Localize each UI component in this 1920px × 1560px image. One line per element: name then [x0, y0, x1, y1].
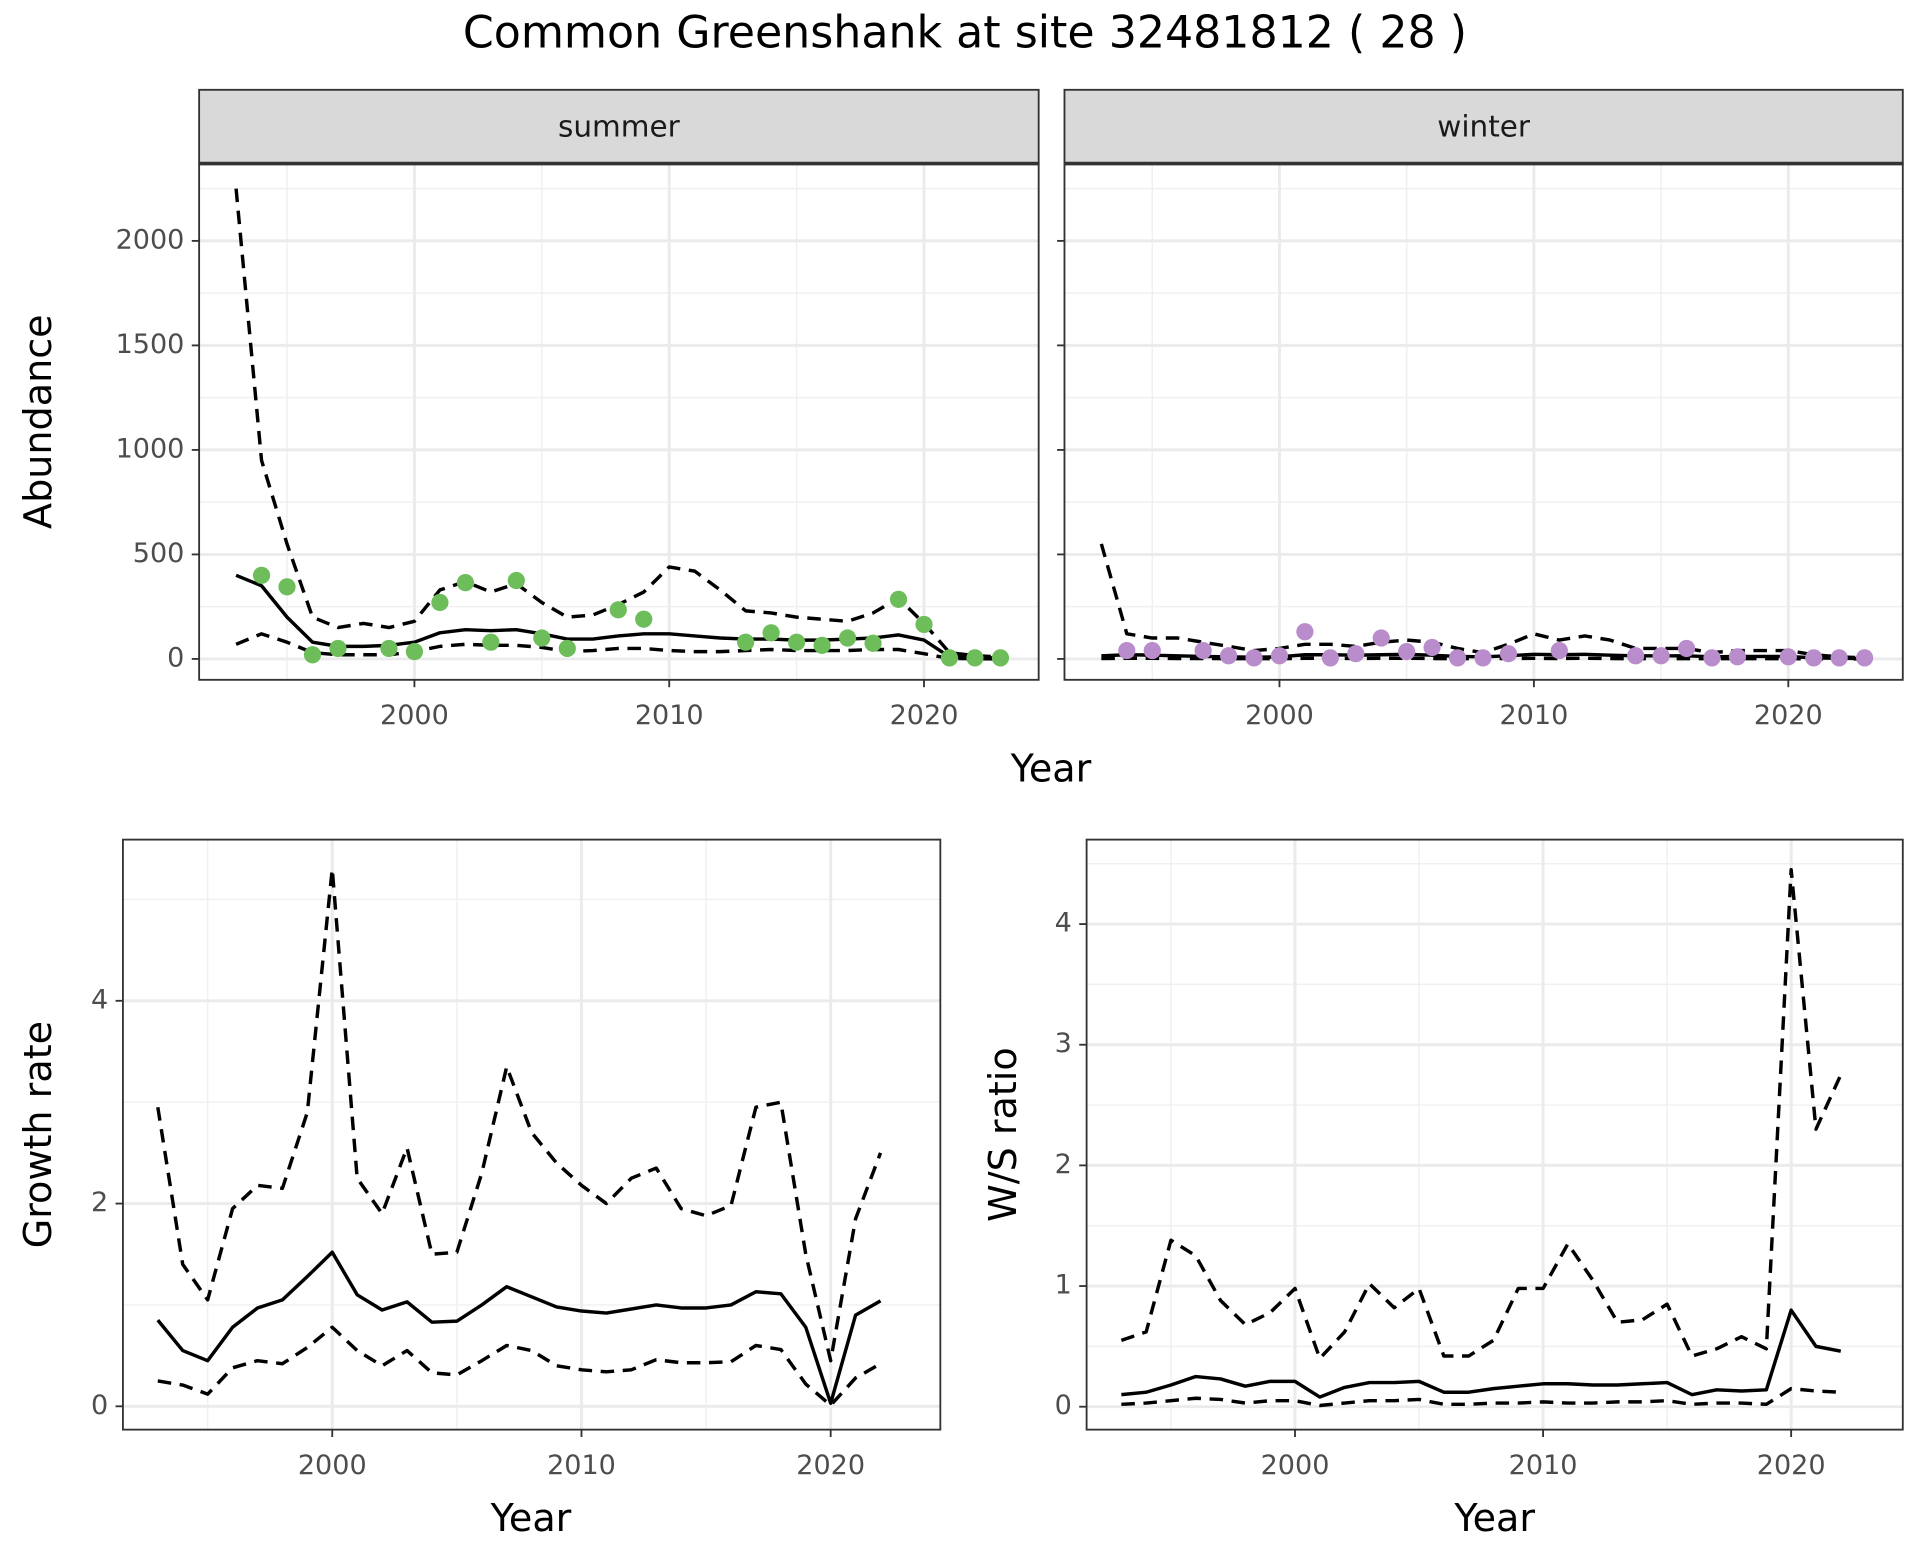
data-point — [380, 639, 398, 658]
y-axis-title: Abundance — [16, 314, 60, 529]
y-tick-label: 0 — [1055, 1390, 1072, 1421]
x-tick-label: 2020 — [796, 1450, 865, 1481]
data-point — [405, 642, 424, 661]
y-tick-label: 2 — [1055, 1149, 1072, 1180]
data-point — [915, 615, 933, 634]
y-tick-label: 1 — [1055, 1270, 1072, 1301]
y-tick-label: 0 — [167, 642, 184, 673]
data-point — [788, 633, 806, 651]
data-point — [1219, 647, 1238, 665]
y-tick-label: 4 — [1055, 908, 1072, 939]
data-point — [1423, 638, 1441, 657]
y-tick-label: 4 — [91, 984, 108, 1015]
data-point — [838, 629, 857, 647]
x-axis-title: Year — [1453, 1496, 1535, 1540]
data-point — [864, 634, 882, 652]
x-tick-label: 2000 — [1245, 700, 1314, 731]
y-tick-label: 500 — [133, 538, 185, 569]
data-point — [1779, 648, 1797, 666]
data-point — [737, 633, 755, 651]
data-point — [533, 629, 551, 647]
data-point — [252, 566, 271, 584]
y-tick-label: 1500 — [116, 329, 185, 360]
interval-line — [1120, 868, 1843, 1361]
interval-line — [1121, 1386, 1841, 1408]
figure-title: Common Greenshank at site 32481812 ( 28 … — [463, 8, 1467, 59]
data-point — [278, 578, 296, 596]
data-point — [1448, 649, 1467, 667]
y-axis-title: Growth rate — [16, 1021, 60, 1248]
x-tick-label: 2010 — [1509, 1450, 1578, 1481]
panel-border — [1085, 838, 1904, 1431]
data-point — [991, 649, 1010, 667]
data-point — [1118, 641, 1136, 660]
x-tick-label: 2010 — [635, 700, 704, 731]
data-point — [1296, 623, 1314, 641]
data-point — [1398, 642, 1416, 661]
data-point — [1143, 641, 1161, 660]
strip — [198, 88, 1040, 165]
data-point — [303, 646, 322, 664]
x-tick-label: 2000 — [298, 1450, 367, 1481]
data-point — [329, 639, 347, 658]
data-point — [1499, 645, 1518, 663]
data-point — [1550, 641, 1568, 660]
data-point — [1652, 647, 1670, 665]
data-point — [1627, 647, 1645, 665]
data-point — [431, 593, 449, 612]
data-point — [1347, 645, 1365, 663]
x-tick-label: 2000 — [380, 700, 449, 731]
y-tick-label: 3 — [1055, 1028, 1072, 1059]
panel-background — [1064, 163, 1903, 680]
data-point — [1270, 647, 1289, 665]
interval-line — [157, 1325, 882, 1408]
x-axis-title: Year — [1010, 746, 1092, 790]
data-point — [507, 571, 525, 590]
data-point — [482, 633, 500, 651]
panel-background — [122, 839, 941, 1430]
x-tick-label: 2020 — [890, 700, 959, 731]
y-axis-title: W/S ratio — [981, 1047, 1025, 1222]
fitted-line — [1121, 1308, 1842, 1399]
panel-border — [121, 838, 942, 1431]
strip — [1063, 88, 1904, 165]
data-point — [635, 610, 653, 628]
data-point — [609, 601, 627, 619]
data-point — [1194, 641, 1212, 660]
data-point — [1856, 649, 1874, 667]
x-tick-label: 2010 — [547, 1450, 616, 1481]
data-point — [1677, 639, 1696, 658]
data-point — [1728, 648, 1747, 666]
x-tick-label: 2020 — [1757, 1450, 1826, 1481]
data-point — [1474, 649, 1492, 667]
data-point — [456, 574, 474, 592]
data-point — [1805, 649, 1823, 667]
strip-label: summer — [558, 109, 681, 143]
data-point — [1372, 629, 1390, 647]
x-axis-title: Year — [490, 1496, 572, 1540]
interval-line — [156, 867, 883, 1363]
data-point — [1245, 649, 1263, 667]
strip-label: winter — [1437, 109, 1531, 143]
y-tick-label: 1000 — [116, 433, 185, 464]
data-point — [940, 649, 959, 667]
data-point — [966, 649, 984, 667]
y-tick-label: 0 — [91, 1390, 108, 1421]
data-point — [1321, 649, 1339, 667]
data-point — [1703, 649, 1721, 667]
fitted-line — [156, 1250, 882, 1405]
data-point — [1830, 649, 1848, 667]
data-point — [762, 624, 780, 642]
x-tick-label: 2000 — [1261, 1450, 1330, 1481]
y-tick-label: 2000 — [116, 224, 185, 255]
data-point — [813, 636, 831, 654]
y-tick-label: 2 — [91, 1187, 108, 1218]
data-point — [558, 639, 576, 658]
data-point — [889, 590, 908, 608]
x-tick-label: 2020 — [1754, 700, 1823, 731]
x-tick-label: 2010 — [1499, 700, 1568, 731]
